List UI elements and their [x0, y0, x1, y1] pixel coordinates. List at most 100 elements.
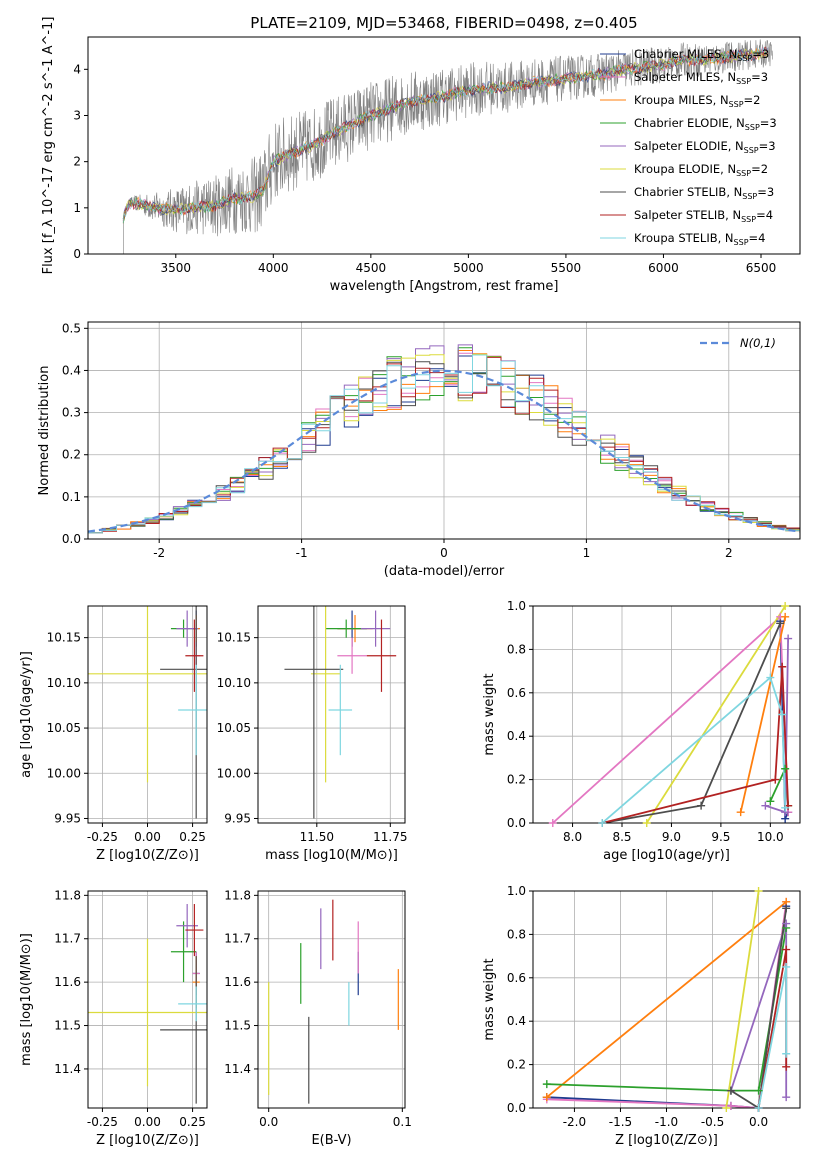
y-tick-label: 10.05	[217, 721, 251, 735]
legend-subscript: SSP	[737, 54, 752, 63]
weight-marker	[761, 801, 770, 810]
weight-marker	[726, 1101, 735, 1110]
legend-subscript: SSP	[741, 215, 756, 224]
legend-value: =3	[757, 185, 774, 199]
y-tick-label: 0.8	[507, 642, 526, 656]
panel-Z_mass: -0.25 0.00 0.25 11.4 11.5 11.6 11.7 11.8 Z [log1…	[19, 888, 208, 1148]
x-tick-label: 10.0	[757, 830, 784, 844]
weight-marker	[771, 775, 780, 784]
x-tick-label: 0.25	[179, 1115, 206, 1129]
y-tick-label: 11.6	[224, 975, 251, 989]
weight-marker	[736, 808, 745, 817]
x-axis-label: E(B-V)	[311, 1133, 351, 1148]
x-tick-label: -1	[296, 546, 308, 560]
weight-line	[739, 616, 787, 813]
legend-entry: Salpeter MILES, NSSP=3	[634, 70, 768, 86]
legend-value: =2	[744, 93, 761, 107]
legend-value: =3	[751, 70, 768, 84]
legend-value: =4	[756, 208, 773, 222]
x-tick-label: 0.25	[179, 830, 206, 844]
y-tick-label: 11.7	[224, 932, 251, 946]
legend-subscript: SSP	[736, 169, 751, 178]
y-tick-label: 0.5	[62, 321, 81, 335]
weight-marker	[766, 673, 775, 682]
y-tick-label: 0.8	[507, 927, 526, 941]
y-tick-label: 0.4	[62, 363, 81, 377]
weight-marker	[754, 1086, 763, 1095]
weight-marker	[778, 662, 787, 671]
y-tick-label: 11.4	[224, 1062, 251, 1076]
weight-marker	[782, 919, 791, 928]
plot-area	[284, 606, 397, 819]
y-tick-label: 3	[73, 108, 81, 122]
legend-entry: Salpeter STELIB, NSSP=4	[634, 208, 773, 224]
y-tick-label: 10.10	[217, 676, 251, 690]
x-tick-label: 6000	[648, 261, 679, 275]
y-tick-label: 11.6	[54, 975, 81, 989]
axes-frame	[257, 890, 406, 1109]
legend-entry: Kroupa MILES, NSSP=2	[634, 93, 760, 109]
legend-entry: Chabrier STELIB, NSSP=3	[634, 185, 774, 201]
y-axis-label: Normed distribution	[37, 366, 52, 496]
weight-line	[601, 676, 787, 823]
weight-marker	[697, 801, 706, 810]
x-tick-label: 0.00	[134, 830, 161, 844]
y-tick-label: 10.10	[47, 676, 81, 690]
legend-entry: Kroupa ELODIE, NSSP=2	[634, 162, 768, 178]
y-tick-label: 2	[73, 155, 81, 169]
y-tick-label: 11.4	[54, 1062, 81, 1076]
y-tick-label: 10.05	[47, 721, 81, 735]
x-tick-label: 0.00	[134, 1115, 161, 1129]
weight-marker	[784, 634, 793, 643]
x-tick-label: 11.50	[300, 830, 334, 844]
x-tick-label: -2.0	[563, 1115, 586, 1129]
plot-area	[88, 344, 800, 534]
x-tick-label: 9.0	[662, 830, 681, 844]
weight-marker	[548, 819, 557, 827]
legend-subscript: SSP	[742, 192, 757, 201]
plot-area	[552, 606, 789, 823]
legend-subscript: SSP	[745, 123, 760, 132]
panel-age_weight: 8.0 8.5 9.0 9.5 10.0 0.0 0.2 0.4 0.6 0.8 1.0 age [l…	[482, 599, 801, 863]
legend-entry: Salpeter ELODIE, NSSP=3	[634, 139, 776, 155]
legend-entry: Chabrier MILES, NSSP=3	[634, 47, 769, 63]
plot-area	[121, 39, 773, 254]
y-tick-label: 1	[73, 201, 81, 215]
y-axis-label: age [log10(age/yr)]	[19, 651, 34, 778]
plot-area	[88, 904, 207, 1104]
x-tick-label: 5000	[453, 261, 484, 275]
y-tick-label: 10.00	[217, 766, 251, 780]
weight-line	[730, 908, 788, 1108]
legend-value: =3	[752, 47, 769, 61]
legend-entry: N(0,1)	[740, 336, 776, 350]
legend-subscript: SSP	[736, 77, 751, 86]
weight-marker	[542, 1093, 551, 1102]
legend-entry: Chabrier ELODIE, NSSP=3	[634, 116, 777, 132]
x-axis-label: Z [log10(Z/Z⊙)]	[96, 848, 199, 863]
y-tick-label: 10.00	[47, 766, 81, 780]
y-tick-label: 0.0	[507, 816, 526, 830]
weight-marker	[782, 904, 791, 913]
x-tick-label: 0.0	[749, 1115, 768, 1129]
y-tick-label: 0.2	[507, 773, 526, 787]
weight-marker	[782, 945, 791, 954]
weight-marker	[778, 710, 787, 719]
y-tick-label: 0.0	[62, 532, 81, 546]
model-line-kroupa-stelib	[122, 46, 769, 223]
axes-frame	[532, 605, 801, 824]
weight-marker	[726, 1086, 735, 1095]
weight-marker	[781, 612, 790, 621]
x-tick-label: 3500	[161, 261, 192, 275]
model-line-salpeter-elodie	[122, 48, 769, 222]
x-tick-label: 9.5	[711, 830, 730, 844]
x-tick-label: -0.5	[701, 1115, 724, 1129]
legend-value: =3	[760, 116, 777, 130]
weight-marker	[598, 819, 607, 827]
figure-title: PLATE=2109, MJD=53468, FIBERID=0498, z=0…	[250, 14, 637, 32]
weight-line	[602, 623, 782, 823]
weight-marker	[782, 1062, 791, 1071]
x-tick-label: 1	[583, 546, 591, 560]
y-tick-label: 0.4	[507, 729, 526, 743]
x-tick-label: 5500	[551, 261, 582, 275]
y-tick-label: 0.2	[507, 1058, 526, 1072]
